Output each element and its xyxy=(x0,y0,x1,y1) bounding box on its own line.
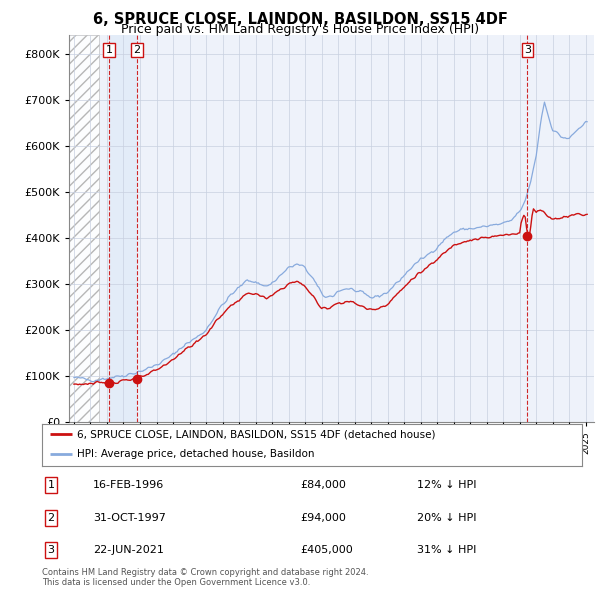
Text: 2: 2 xyxy=(47,513,55,523)
Bar xyxy=(109,35,137,422)
Text: 12% ↓ HPI: 12% ↓ HPI xyxy=(417,480,476,490)
Text: Contains HM Land Registry data © Crown copyright and database right 2024.
This d: Contains HM Land Registry data © Crown c… xyxy=(42,568,368,587)
Text: 20% ↓ HPI: 20% ↓ HPI xyxy=(417,513,476,523)
Bar xyxy=(69,35,99,422)
Text: 1: 1 xyxy=(106,45,112,55)
Text: £405,000: £405,000 xyxy=(300,545,353,555)
Text: 16-FEB-1996: 16-FEB-1996 xyxy=(93,480,164,490)
Text: 6, SPRUCE CLOSE, LAINDON, BASILDON, SS15 4DF: 6, SPRUCE CLOSE, LAINDON, BASILDON, SS15… xyxy=(92,12,508,27)
Text: £94,000: £94,000 xyxy=(300,513,346,523)
Text: 2: 2 xyxy=(134,45,141,55)
Text: 3: 3 xyxy=(47,545,55,555)
Text: 31% ↓ HPI: 31% ↓ HPI xyxy=(417,545,476,555)
Text: 31-OCT-1997: 31-OCT-1997 xyxy=(93,513,166,523)
Text: £84,000: £84,000 xyxy=(300,480,346,490)
Text: Price paid vs. HM Land Registry's House Price Index (HPI): Price paid vs. HM Land Registry's House … xyxy=(121,23,479,36)
Text: 3: 3 xyxy=(524,45,531,55)
Text: HPI: Average price, detached house, Basildon: HPI: Average price, detached house, Basi… xyxy=(77,449,314,459)
Text: 22-JUN-2021: 22-JUN-2021 xyxy=(93,545,164,555)
Text: 1: 1 xyxy=(47,480,55,490)
Text: 6, SPRUCE CLOSE, LAINDON, BASILDON, SS15 4DF (detached house): 6, SPRUCE CLOSE, LAINDON, BASILDON, SS15… xyxy=(77,430,436,439)
